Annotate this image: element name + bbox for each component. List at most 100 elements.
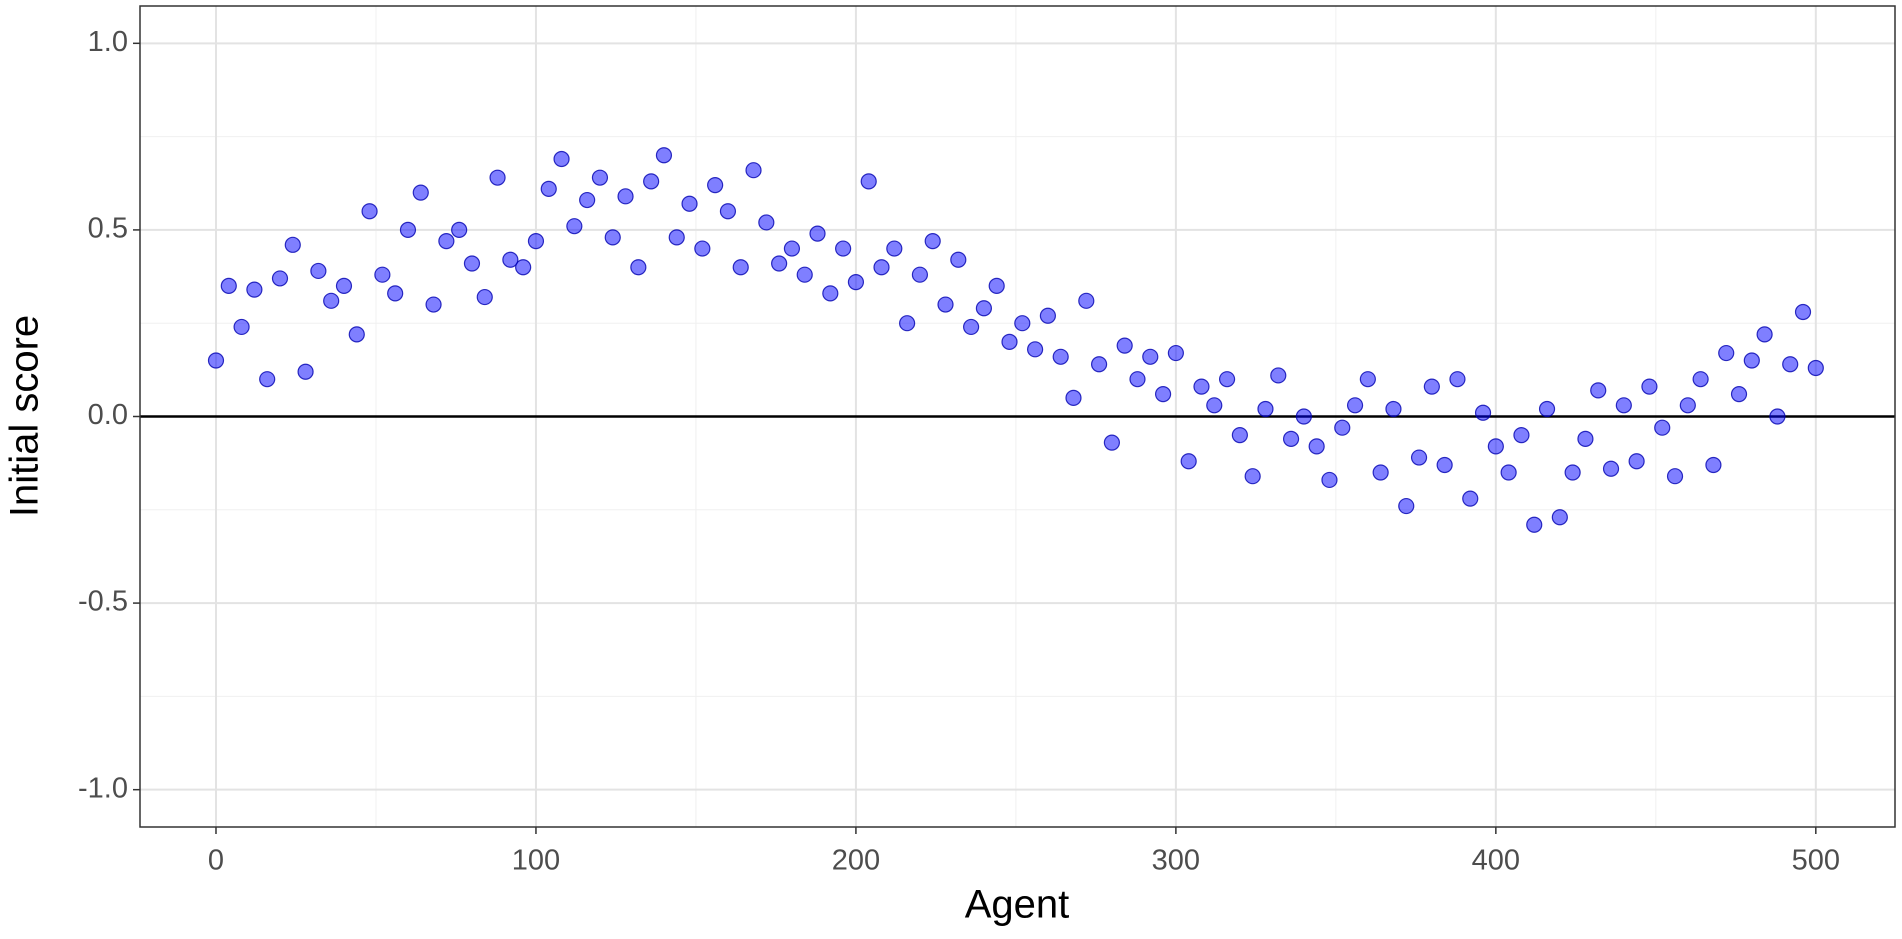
point <box>476 288 493 306</box>
point <box>1756 326 1773 343</box>
point <box>1026 341 1044 358</box>
point <box>1487 438 1504 455</box>
point <box>1359 371 1376 388</box>
point <box>1257 400 1274 418</box>
x-tick-label: 500 <box>1792 845 1840 877</box>
point <box>284 236 301 253</box>
point <box>310 262 327 280</box>
point <box>591 169 609 186</box>
point <box>655 147 673 164</box>
point <box>988 277 1005 294</box>
point <box>1500 464 1517 481</box>
point <box>1052 348 1069 365</box>
point <box>1654 419 1671 436</box>
point <box>1282 430 1300 447</box>
y-tick-label: -0.5 <box>78 586 128 618</box>
point <box>1436 456 1453 474</box>
point <box>886 240 903 257</box>
point <box>374 266 391 283</box>
point <box>1206 397 1223 414</box>
point <box>207 352 225 369</box>
point <box>1308 438 1325 455</box>
point <box>1577 430 1594 447</box>
point <box>873 259 890 276</box>
point <box>1782 356 1799 373</box>
point <box>438 233 455 250</box>
point <box>1398 497 1415 515</box>
x-tick-label: 100 <box>512 845 560 877</box>
point <box>860 173 877 190</box>
point <box>963 318 980 336</box>
point <box>937 296 954 313</box>
point <box>822 285 839 302</box>
point <box>1526 516 1543 533</box>
point <box>1769 408 1786 425</box>
point <box>1807 359 1824 377</box>
point <box>1372 464 1389 481</box>
point <box>732 259 749 276</box>
point <box>1116 337 1133 354</box>
point <box>796 266 813 283</box>
point <box>630 259 647 276</box>
point <box>233 318 250 336</box>
point <box>259 371 276 388</box>
point <box>271 270 289 287</box>
point <box>1474 404 1492 421</box>
point <box>975 300 993 317</box>
point <box>924 233 941 250</box>
point <box>809 225 826 242</box>
point <box>1628 453 1645 470</box>
point <box>1078 292 1095 309</box>
point <box>1564 464 1581 481</box>
point <box>1334 419 1351 436</box>
point <box>1065 389 1082 406</box>
point <box>1730 386 1748 403</box>
point <box>1270 367 1287 384</box>
point <box>643 173 660 190</box>
point <box>911 266 929 283</box>
point <box>1180 453 1197 470</box>
point <box>1129 371 1146 388</box>
point <box>1218 371 1236 388</box>
point <box>719 203 737 220</box>
y-tick-label: 0.0 <box>88 399 128 431</box>
point <box>1666 468 1684 485</box>
point <box>668 229 685 246</box>
point <box>566 218 583 235</box>
point <box>399 221 417 239</box>
point <box>1602 460 1620 477</box>
point <box>323 292 340 309</box>
point <box>617 188 634 205</box>
point <box>527 233 545 250</box>
point <box>745 162 762 179</box>
point <box>707 177 724 194</box>
x-tick-label: 300 <box>1152 845 1200 877</box>
point <box>1295 408 1312 425</box>
point <box>1244 468 1261 485</box>
y-tick-label: -1.0 <box>78 772 128 804</box>
point <box>1167 344 1184 362</box>
point <box>1615 397 1632 414</box>
point <box>1462 490 1479 507</box>
point <box>412 184 429 201</box>
point <box>694 240 711 257</box>
point <box>899 315 916 332</box>
point <box>540 180 557 197</box>
point <box>335 277 353 294</box>
point <box>1692 371 1709 388</box>
point <box>502 251 519 268</box>
point <box>463 255 481 272</box>
point <box>451 221 468 239</box>
point <box>1154 386 1172 403</box>
point <box>553 150 570 168</box>
point <box>1794 303 1812 321</box>
x-tick-label: 0 <box>208 845 224 877</box>
point <box>1410 449 1428 466</box>
point <box>1231 427 1248 444</box>
point <box>1590 382 1607 399</box>
point <box>771 255 788 272</box>
x-tick-label: 400 <box>1472 845 1520 877</box>
point <box>1679 397 1696 414</box>
point <box>1103 434 1120 451</box>
